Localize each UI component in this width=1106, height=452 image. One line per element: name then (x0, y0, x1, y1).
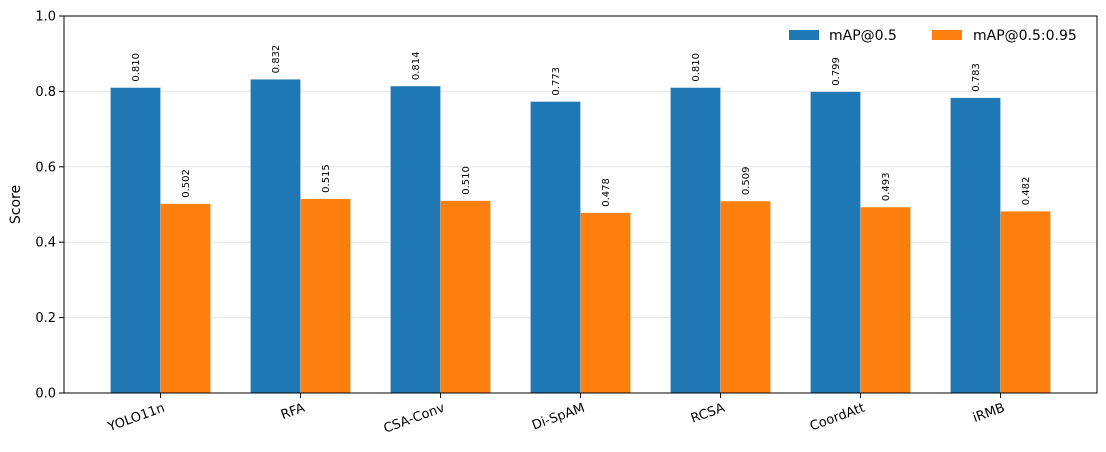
y-tick-label: 0.0 (35, 387, 56, 402)
bar-value-label: 0.515 (321, 164, 332, 193)
bar-value-label: 0.482 (1021, 177, 1032, 206)
bar-map50-95 (300, 198, 351, 394)
bar-value-labels: 0.810 0.502 0.832 0.515 0.814 0.510 0.773 0.478… (131, 45, 1032, 207)
bar-map50-95 (580, 212, 631, 394)
y-tick-label: 0.4 (35, 236, 56, 251)
bar-map50 (810, 91, 861, 394)
bar-value-label: 0.510 (461, 166, 472, 195)
bar-value-label: 0.832 (271, 45, 282, 74)
y-tick-label: 0.2 (35, 311, 56, 326)
bar-value-label: 0.810 (131, 53, 142, 82)
x-axis: YOLO11n RFA CSA-Conv Di-SpAM RCSA CoordAtt iRM… (105, 393, 1007, 437)
bar-map50 (390, 85, 441, 394)
bar-value-label: 0.810 (691, 53, 702, 82)
y-tick-label: 1.0 (35, 10, 56, 25)
bar-value-label: 0.799 (831, 57, 842, 86)
bar-value-label: 0.502 (181, 169, 192, 198)
x-tick-label: CoordAtt (808, 401, 867, 435)
bar-map50 (250, 79, 301, 394)
bar-value-label: 0.509 (741, 166, 752, 195)
bar-map50 (110, 87, 161, 394)
bar-map50-95 (440, 200, 491, 394)
legend-swatch (932, 30, 962, 40)
x-tick-label: iRMB (971, 401, 1007, 426)
bars (110, 79, 1051, 394)
x-tick-label: RFA (279, 401, 307, 423)
legend: mAP@0.5 mAP@0.5:0.95 (789, 28, 1077, 44)
bar-value-label: 0.814 (411, 51, 422, 80)
bar-value-label: 0.773 (551, 67, 562, 96)
y-tick-label: 0.8 (35, 85, 56, 100)
bar-map50 (670, 87, 721, 394)
y-axis: 0.0 0.2 0.4 0.6 0.8 1.0 (35, 10, 64, 402)
legend-swatch (789, 30, 819, 40)
bar-value-label: 0.783 (971, 63, 982, 92)
x-tick-label: YOLO11n (105, 401, 167, 436)
x-tick-label: Di-SpAM (530, 401, 587, 434)
bar-value-label: 0.478 (601, 178, 612, 207)
bar-map50-95 (720, 200, 771, 394)
y-tick-label: 0.6 (35, 160, 56, 175)
bar-value-label: 0.493 (881, 172, 892, 201)
y-axis-title: Score (8, 185, 24, 224)
bar-map50 (530, 101, 581, 394)
bar-map50-95 (1000, 210, 1051, 394)
bar-map50-95 (160, 203, 211, 394)
x-tick-label: CSA-Conv (382, 401, 447, 437)
x-tick-label: RCSA (689, 401, 727, 427)
bar-map50 (950, 97, 1001, 394)
bar-map50-95 (860, 206, 911, 394)
legend-label: mAP@0.5 (829, 28, 897, 44)
legend-label: mAP@0.5:0.95 (973, 28, 1077, 44)
